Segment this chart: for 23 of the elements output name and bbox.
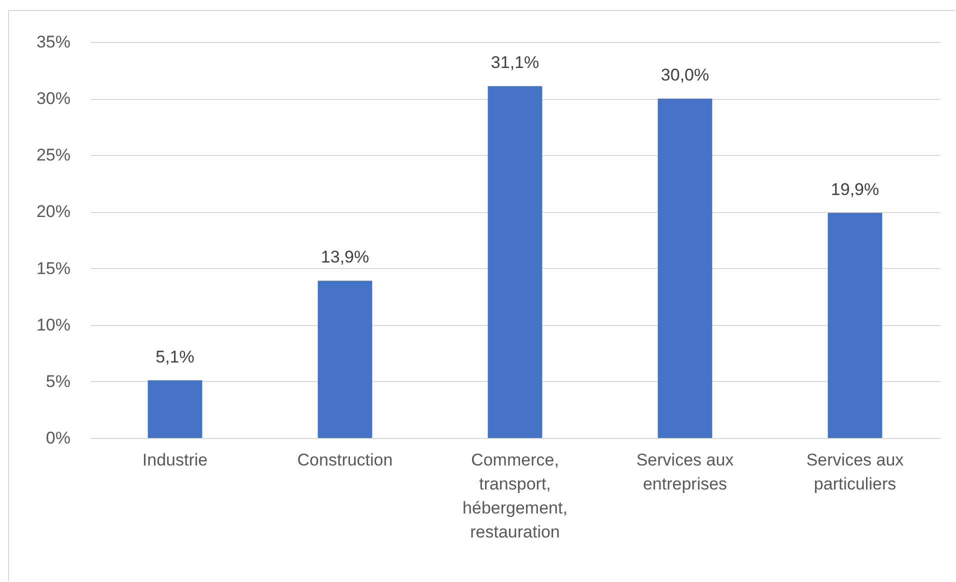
x-tick-label: Construction	[297, 450, 393, 470]
data-label: 13,9%	[320, 248, 370, 267]
bar	[658, 98, 712, 438]
y-tick-label: 35%	[36, 32, 70, 52]
data-label: 19,9%	[830, 180, 880, 199]
y-tick-label: 15%	[36, 258, 70, 278]
x-tick-label: Commerce, transport, hébergement, restauration	[462, 450, 568, 542]
x-tick-label: Industrie	[142, 450, 208, 470]
y-tick-label: 5%	[46, 372, 70, 391]
data-label: 31,1%	[490, 53, 540, 72]
bar	[488, 86, 542, 438]
data-label: 5,1%	[156, 347, 194, 366]
y-tick-label: 25%	[36, 146, 70, 165]
y-tick-label: 30%	[36, 89, 70, 108]
y-tick-label: 0%	[46, 428, 70, 448]
data-label: 30,0%	[660, 66, 710, 85]
x-tick-label: Services aux particuliers	[806, 450, 904, 494]
bar	[148, 380, 202, 438]
bar	[318, 280, 372, 438]
y-tick-label: 10%	[36, 315, 70, 334]
x-tick-label: Services aux entreprises	[636, 450, 734, 494]
bar	[828, 212, 882, 438]
y-tick-label: 20%	[36, 202, 70, 222]
